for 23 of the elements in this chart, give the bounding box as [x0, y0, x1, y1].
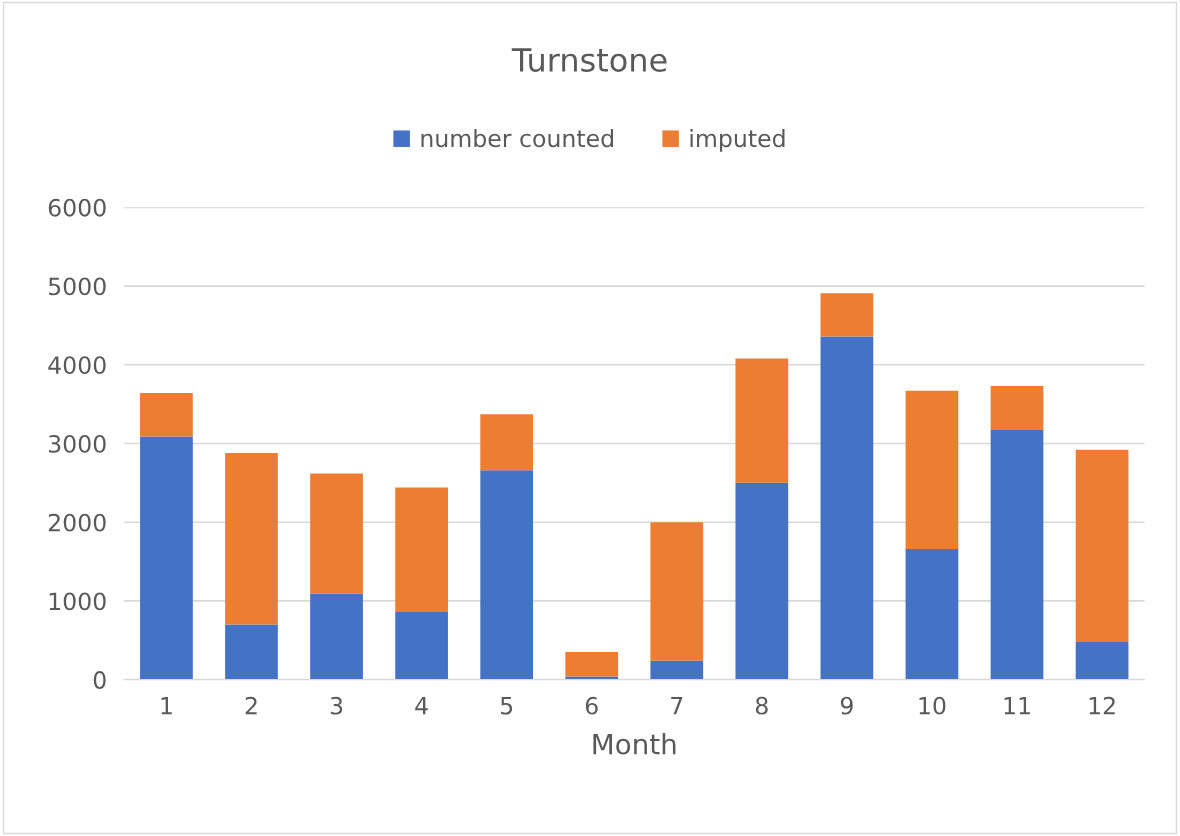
- x-tick-label: 11: [1004, 697, 1030, 715]
- x-tick-label: 10: [919, 696, 946, 715]
- x-tick-label: 2: [245, 696, 257, 715]
- y-tick-label: 0: [93, 671, 106, 689]
- x-tick-label: 7: [671, 697, 683, 715]
- y-tick-label: 5000: [48, 277, 106, 296]
- y-tick-label: 3000: [48, 434, 106, 453]
- x-tick-label: 3: [330, 696, 343, 715]
- chart-title: Turnstone: [511, 48, 667, 72]
- x-tick-label: 4: [415, 697, 428, 715]
- legend-label: number counted: [421, 129, 613, 148]
- x-tick-label: 8: [755, 696, 768, 715]
- x-tick-label: 5: [500, 697, 513, 715]
- x-axis-title: Month: [593, 733, 676, 755]
- y-tick-label: 4000: [48, 356, 106, 375]
- legend-label: imputed: [690, 129, 785, 152]
- x-tick-label: 1: [161, 697, 172, 715]
- y-tick-label: 1000: [49, 592, 106, 611]
- x-tick-label: 6: [585, 696, 598, 715]
- y-tick-label: 2000: [48, 513, 106, 532]
- x-tick-label: 9: [840, 696, 853, 715]
- y-tick-label: 6000: [48, 198, 106, 217]
- x-tick-label: 12: [1089, 696, 1115, 715]
